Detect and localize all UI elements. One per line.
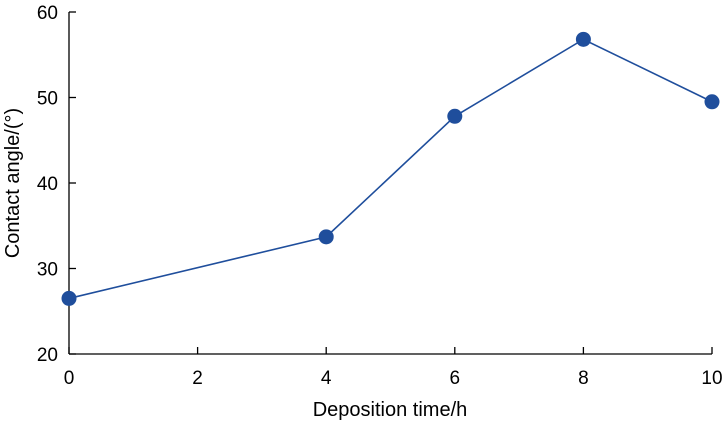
y-tick-label: 30 <box>37 260 58 281</box>
data-point <box>318 229 334 245</box>
data-point <box>575 31 591 47</box>
x-axis-title: Deposition time/h <box>313 399 468 421</box>
ticks: 0 2 4 6 8 10 20 30 40 50 60 <box>37 3 723 389</box>
data-point <box>447 108 463 124</box>
y-tick-label: 60 <box>37 3 58 24</box>
y-tick-label: 40 <box>37 174 58 195</box>
axes <box>68 12 712 355</box>
x-tick-label: 6 <box>450 368 461 389</box>
x-tick-label: 8 <box>578 368 589 389</box>
series-line <box>68 38 713 300</box>
series-layer <box>61 31 720 306</box>
data-point <box>61 290 77 306</box>
y-tick-label: 20 <box>37 345 58 366</box>
x-tick-label: 10 <box>701 368 722 389</box>
x-tick-label: 0 <box>64 368 75 389</box>
x-tick-label: 2 <box>192 368 203 389</box>
y-tick-label: 50 <box>37 89 58 110</box>
x-tick-label: 4 <box>321 368 332 389</box>
y-axis-title: Contact angle/(°) <box>2 108 24 258</box>
data-point <box>704 94 720 110</box>
